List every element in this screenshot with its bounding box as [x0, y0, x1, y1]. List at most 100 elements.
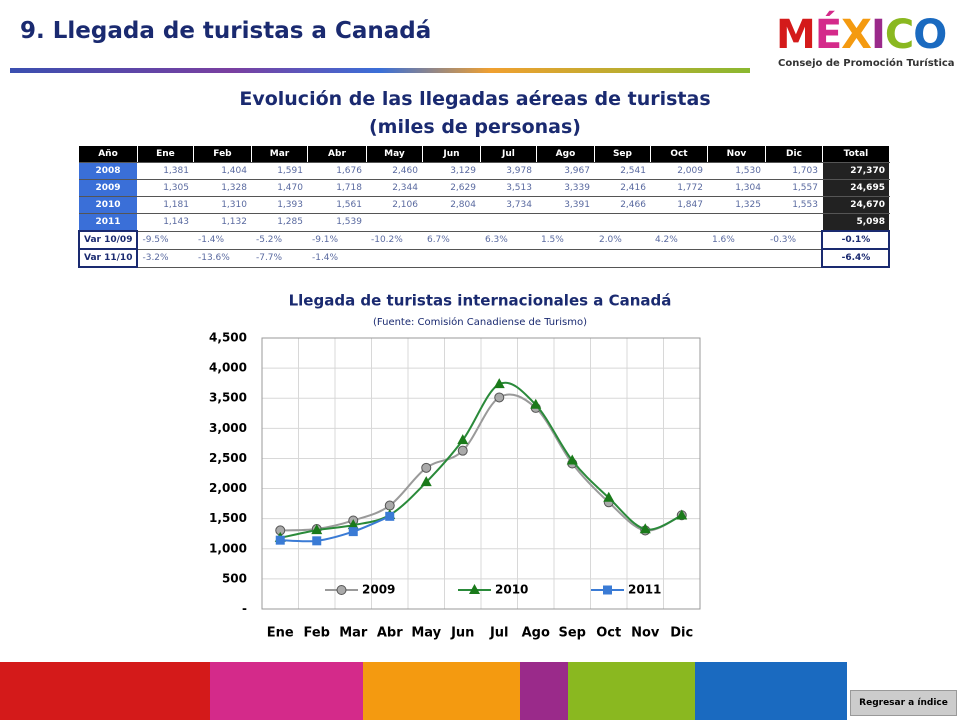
table-cell: 2,460 [366, 162, 423, 180]
marker [639, 523, 651, 534]
table-cell: 1,381 [137, 162, 194, 180]
table-cell: 4.2% [650, 231, 708, 250]
table-cell [650, 249, 708, 268]
header-cell: Ago [536, 146, 595, 163]
table-cell: 1,285 [251, 213, 308, 232]
table-cell: 24,670 [822, 196, 890, 214]
logo-letter: M [776, 12, 816, 58]
marker [494, 392, 505, 403]
table-cell: 1,328 [193, 179, 252, 197]
x-tick-label: Jun [450, 626, 474, 641]
y-tick-label: 2,500 [209, 451, 247, 465]
footer-strip [0, 662, 210, 720]
back-button[interactable]: Regresar a índice [850, 690, 957, 716]
marker [348, 527, 358, 537]
footer-strip [695, 662, 847, 720]
table-cell: 1,539 [307, 213, 367, 232]
marker [347, 519, 359, 530]
marker [530, 398, 542, 409]
marker [385, 511, 395, 521]
table-cell [536, 249, 595, 268]
table-cell: 2,009 [650, 162, 708, 180]
header-cell: Año [79, 146, 138, 163]
x-tick-label: May [411, 626, 441, 641]
table-cell: 1,310 [193, 196, 252, 214]
table-cell [422, 213, 481, 232]
table-cell: 1,718 [307, 179, 367, 197]
table-cell: 1,847 [650, 196, 708, 214]
marker [421, 462, 432, 473]
table-cell: 24,695 [822, 179, 890, 197]
logo-letter: I [870, 12, 886, 58]
table-cell [765, 249, 823, 268]
table-cell: Var 10/09 [77, 230, 139, 250]
y-tick-label: 3,500 [209, 391, 247, 405]
table-cell: 3,978 [480, 162, 537, 180]
x-tick-label: Ene [267, 626, 294, 641]
marker [457, 434, 469, 445]
logo-letter: É [814, 12, 842, 58]
table-cell: 1,591 [251, 162, 308, 180]
table-cell: -3.2% [137, 249, 194, 268]
chart: Llegada de turistas internacionales a Ca… [209, 292, 701, 641]
table-cell: 3,391 [536, 196, 595, 214]
table-cell [650, 213, 708, 232]
table-row: Var 11/10 -3.2% -13.6% -7.7% -1.4% -6.4% [77, 248, 891, 268]
y-tick-label: 1,000 [209, 541, 247, 555]
y-tick-label: 1,500 [209, 511, 247, 525]
table-cell [480, 213, 537, 232]
marker [384, 500, 395, 511]
plot-border [261, 337, 701, 610]
header-cell: Dic [765, 146, 823, 163]
marker [493, 378, 505, 389]
x-tick-label: Mar [339, 626, 368, 641]
table-row: 2009 1,305 1,328 1,470 1,718 2,344 2,629 3,513 3… [79, 179, 890, 197]
footer-strip [568, 662, 695, 720]
x-tick-label: Sep [559, 626, 587, 641]
table-cell: -5.2% [251, 231, 308, 250]
table-cell: 1,143 [137, 213, 194, 232]
table-cell: 2010 [79, 196, 138, 214]
table-cell: 2009 [79, 179, 138, 197]
header-cell: Feb [193, 146, 252, 163]
header-cell: Jul [480, 146, 537, 163]
header-cell: Ene [137, 146, 194, 163]
legend-marker [336, 585, 347, 595]
chart-title: Llegada de turistas internacionales a Ca… [289, 292, 672, 310]
header-cell: Abr [307, 146, 367, 163]
table-cell: 2,466 [594, 196, 651, 214]
logo: MÉXICO [776, 12, 947, 58]
table-cell: 1,553 [765, 196, 823, 214]
table-cell: -0.1% [821, 230, 891, 250]
header-cell: Oct [650, 146, 708, 163]
footer-strip [363, 662, 520, 720]
table-cell: 1,530 [707, 162, 766, 180]
table-cell: 2,106 [366, 196, 423, 214]
header-row: Año Ene Feb Mar Abr May Jun Jul Ago Sep Oct Nov Dic T… [79, 146, 890, 163]
table-cell: 1,676 [307, 162, 367, 180]
table-cell [366, 249, 423, 268]
legend-marker [469, 584, 480, 594]
x-tick-label: Feb [304, 626, 330, 641]
x-tick-label: Dic [670, 626, 693, 641]
table-cell: 1,561 [307, 196, 367, 214]
table-cell: 1,305 [137, 179, 194, 197]
table-cell: -9.5% [137, 231, 194, 250]
legend-label: 2010 [495, 583, 528, 597]
footer-strip [210, 662, 363, 720]
table-cell: 27,370 [822, 162, 890, 180]
table-cell [594, 213, 651, 232]
table-row: 2011 1,143 1,132 1,285 1,539 5,098 [79, 213, 890, 232]
logo-letter: O [913, 12, 947, 58]
table-cell: 3,129 [422, 162, 481, 180]
header-cell: Nov [707, 146, 766, 163]
marker [676, 509, 688, 520]
table-cell: 3,967 [536, 162, 595, 180]
table-row: 2010 1,181 1,310 1,393 1,561 2,106 2,804 3,734 3… [79, 196, 890, 214]
table-cell: -1.4% [307, 249, 367, 268]
table-cell: 1,470 [251, 179, 308, 197]
series-line [280, 515, 391, 543]
header-cell: Jun [422, 146, 481, 163]
legend-label: 2011 [628, 583, 661, 597]
